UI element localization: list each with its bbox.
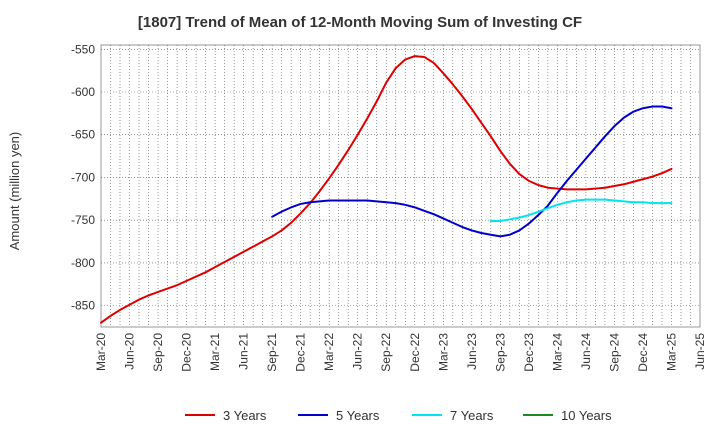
x-tick-label: Dec-20 <box>180 333 194 372</box>
y-tick-label: -600 <box>71 85 95 99</box>
series-line-7-years <box>489 198 673 223</box>
legend-label-10-years: 10 Years <box>561 408 612 423</box>
x-tick-label: Mar-25 <box>664 333 678 371</box>
y-tick-label: -850 <box>71 299 95 313</box>
legend-label-3-years: 3 Years <box>223 408 267 423</box>
y-tick-label: -650 <box>71 128 95 142</box>
legend-label-7-years: 7 Years <box>450 408 494 423</box>
y-tick-label: -550 <box>71 42 95 56</box>
y-tick-label: -700 <box>71 170 95 184</box>
series-line-3-years <box>100 55 673 324</box>
x-tick-label: Dec-21 <box>294 333 308 372</box>
x-tick-label: Sep-22 <box>379 333 393 372</box>
x-tick-label: Jun-23 <box>465 333 479 370</box>
x-tick-label: Jun-24 <box>579 333 593 370</box>
x-tick-label: Sep-23 <box>493 333 507 372</box>
x-axis: Mar-20 Jun-20 Sep-20 Dec-20 Mar-21 Jun-21 Sep-… <box>94 333 707 372</box>
series-line-5-years <box>271 105 673 238</box>
y-tick-label: -800 <box>71 256 95 270</box>
chart-title: [1807] Trend of Mean of 12-Month Moving … <box>137 14 583 31</box>
x-tick-label: Jun-22 <box>351 333 365 370</box>
x-tick-label: Sep-24 <box>607 333 621 372</box>
x-tick-label: Jun-20 <box>123 333 137 370</box>
x-tick-label: Dec-22 <box>408 333 422 372</box>
x-tick-label: Mar-22 <box>322 333 336 371</box>
x-tick-label: Dec-24 <box>636 333 650 372</box>
y-tick-label: -750 <box>71 213 95 227</box>
x-tick-label: Jun-21 <box>237 333 251 370</box>
x-tick-label: Sep-20 <box>151 333 165 372</box>
x-tick-label: Mar-20 <box>94 333 108 371</box>
x-tick-label: Sep-21 <box>265 333 279 372</box>
x-tick-label: Jun-25 <box>693 333 707 370</box>
x-tick-label: Mar-23 <box>436 333 450 371</box>
y-axis-label: Amount (million yen) <box>7 132 22 251</box>
series-lines <box>100 55 673 324</box>
grid <box>101 45 700 327</box>
legend-label-5-years: 5 Years <box>336 408 380 423</box>
y-axis: -550 -600 -650 -700 -750 -800 -850 <box>71 42 95 312</box>
legend: 3 Years 5 Years 7 Years 10 Years <box>185 408 612 423</box>
x-tick-label: Mar-21 <box>208 333 222 371</box>
x-tick-label: Mar-24 <box>550 333 564 371</box>
x-tick-label: Dec-23 <box>522 333 536 372</box>
